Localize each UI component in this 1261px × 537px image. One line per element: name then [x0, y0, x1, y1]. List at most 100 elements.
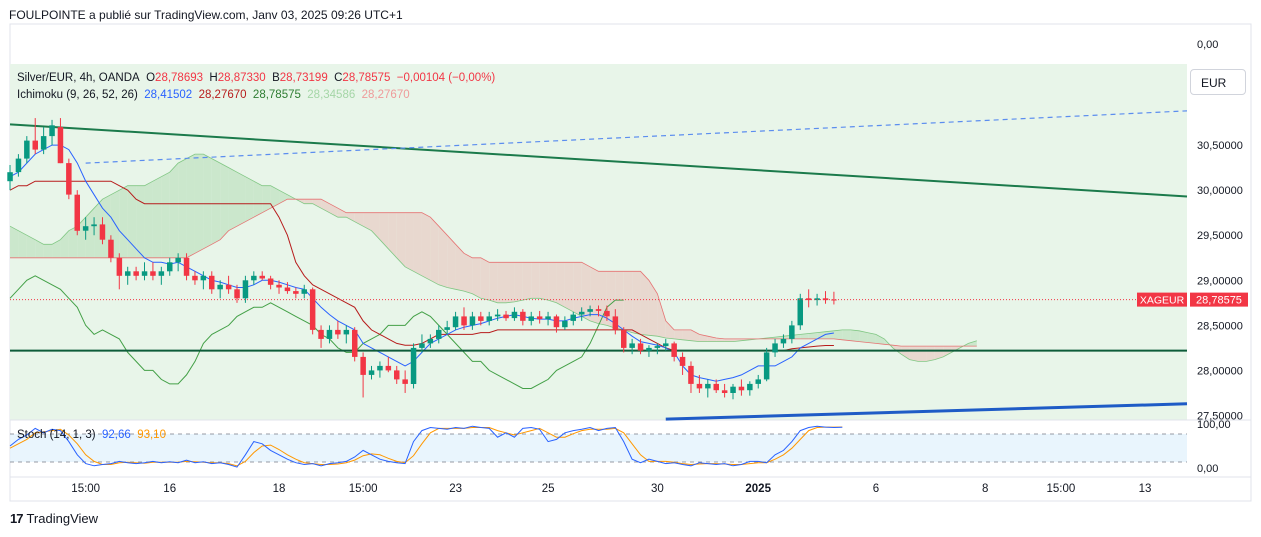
candle-body — [284, 287, 291, 292]
kumo-segment — [859, 330, 868, 343]
candle-body — [209, 275, 215, 290]
candle-body — [705, 383, 711, 389]
kumo-segment — [455, 244, 464, 292]
candle-body — [478, 316, 484, 321]
candle-body — [444, 327, 450, 330]
candle-body — [789, 325, 795, 339]
stoch-k-line — [9, 425, 843, 468]
kumo-segment — [413, 212, 422, 276]
kumo-segment — [909, 346, 918, 362]
kumo-segment — [775, 336, 784, 339]
kumo-segment — [363, 212, 372, 231]
time-axis[interactable]: 15:00 16 18 15:00 23 25 30 2025 6 8 15:00 13 — [71, 483, 1151, 495]
kumo-segment — [136, 185, 145, 258]
kumo-segment — [270, 185, 280, 209]
candle-body — [141, 271, 148, 276]
ichimoku-legend[interactable]: Ichimoku (9, 26, 52, 26) 28,41502 28,276… — [17, 89, 410, 101]
candle-body — [461, 316, 467, 326]
candle-body — [385, 365, 392, 371]
tradingview-logo[interactable]: 17 TradingView — [10, 511, 98, 526]
candle-body — [217, 284, 223, 290]
kumo-segment — [463, 253, 473, 294]
open-value: 28,78693 — [155, 72, 204, 84]
candle-body — [696, 383, 703, 389]
kumo-segment — [968, 340, 977, 347]
kumo-segment — [85, 208, 95, 258]
candle-body — [494, 314, 501, 317]
close-label: C — [334, 72, 343, 84]
candles — [7, 118, 837, 400]
kumo-segment — [682, 329, 691, 341]
kumo-segment — [152, 176, 162, 258]
candle-body — [646, 347, 652, 351]
kijun-value: 28,27670 — [198, 89, 247, 101]
candle-body — [15, 158, 22, 173]
y-tick-label: 28,00000 — [1197, 365, 1243, 377]
ichimoku-label[interactable]: Ichimoku (9, 26, 52, 26) — [17, 89, 138, 101]
kumo-segment — [220, 163, 229, 240]
candle-body — [402, 379, 408, 384]
candle-body — [604, 310, 610, 317]
candle-body — [780, 338, 787, 344]
span-b-value: 28,27670 — [361, 89, 410, 101]
candle-body — [150, 271, 156, 276]
stoch-d-line — [9, 426, 843, 467]
candle-body — [335, 329, 341, 335]
kumo-segment — [447, 235, 456, 290]
stoch-legend[interactable]: Stoch (14, 1, 3) 92,66 93,10 — [17, 429, 166, 441]
kumo-segment — [169, 163, 179, 258]
candle-body — [730, 386, 736, 393]
candle-body — [318, 329, 324, 339]
kumo-segment — [18, 230, 27, 258]
candle-body — [99, 224, 106, 240]
candle-body — [158, 271, 165, 276]
candle-body — [66, 163, 72, 195]
candle-body — [654, 346, 661, 348]
trendline-support-rising — [665, 402, 1188, 421]
candle-body — [200, 275, 207, 281]
candle-body — [276, 284, 282, 288]
candle-body — [40, 136, 47, 150]
kumo-segment — [161, 172, 170, 258]
price-badge-value: 28,78575 — [1196, 295, 1242, 307]
candle-body — [797, 298, 803, 326]
low-label: B — [272, 72, 280, 84]
kumo-segment — [430, 217, 439, 285]
publish-info: FOULPOINTE a publié sur TradingView.com,… — [9, 8, 403, 22]
symbol-name[interactable]: Silver/EUR, 4h, OANDA — [17, 72, 140, 84]
candle-body — [234, 289, 240, 299]
candle-body — [772, 343, 778, 353]
candle-body — [587, 309, 593, 312]
kumo-segment — [60, 230, 69, 258]
candle-body — [309, 289, 316, 330]
candle-body — [133, 271, 139, 276]
kumo-segment — [514, 262, 523, 302]
span-b-line — [10, 198, 977, 347]
price-axis[interactable]: 30,50000 30,00000 29,50000 29,00000 28,50000… — [1197, 39, 1243, 475]
candle-body — [511, 311, 518, 319]
candle-body — [57, 127, 64, 164]
candle-body — [108, 239, 114, 258]
currency-button[interactable]: EUR — [1190, 69, 1246, 95]
y-tick-label: 27,50000 — [1197, 411, 1243, 423]
candle-body — [671, 343, 677, 357]
candle-body — [486, 316, 492, 321]
candle-body — [595, 309, 602, 311]
kumo-segment — [228, 167, 237, 231]
kumo-segment — [548, 262, 557, 303]
ichimoku-cloud — [10, 154, 977, 362]
kumo-segment — [489, 262, 498, 303]
candle-body — [763, 352, 770, 380]
candle-body — [621, 329, 627, 348]
kumo-segment — [371, 212, 380, 240]
x-tick-label: 2025 — [745, 483, 771, 495]
symbol-legend[interactable]: Silver/EUR, 4h, OANDA O28,78693 H28,8733… — [17, 72, 495, 84]
candle-body — [301, 289, 307, 294]
candle-body — [192, 275, 198, 281]
chikou-line — [9, 275, 624, 389]
kumo-segment — [43, 244, 53, 258]
stoch-label[interactable]: Stoch (14, 1, 3) — [17, 429, 96, 441]
candle-body — [562, 320, 568, 328]
candle-body — [24, 140, 30, 159]
